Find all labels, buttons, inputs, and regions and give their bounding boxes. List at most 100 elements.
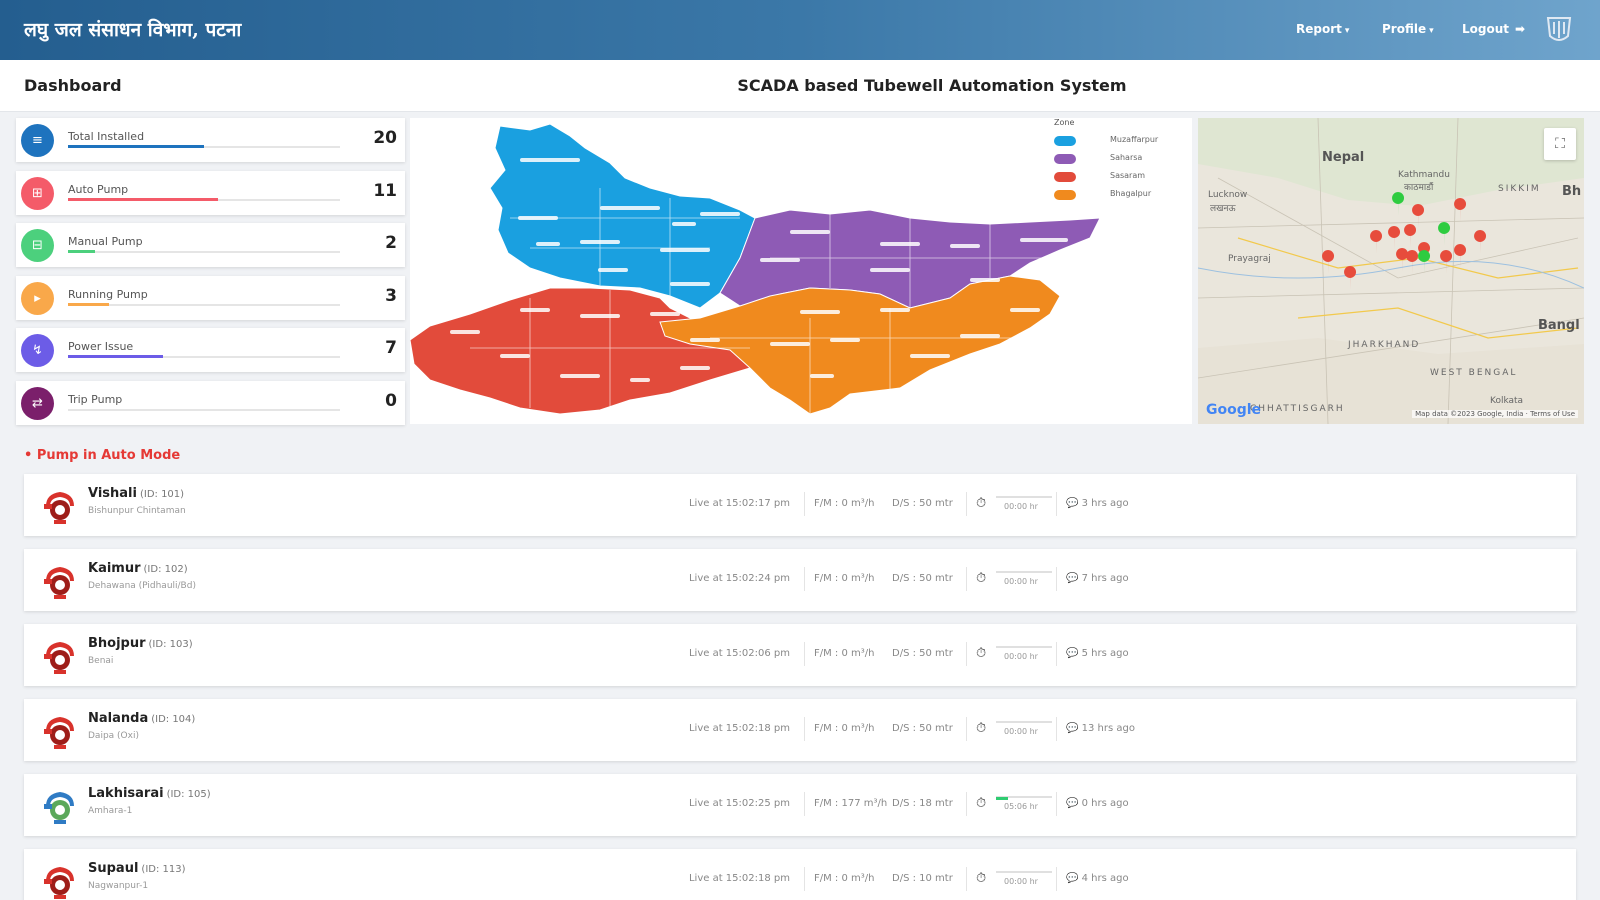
zone-region-bhagalpur[interactable]: [659, 275, 1061, 415]
clock-icon: ⏱: [976, 496, 987, 511]
last-update-text: 7 hrs ago: [1081, 573, 1129, 584]
pump-name[interactable]: Kaimur (ID: 102): [88, 561, 188, 576]
map-pin[interactable]: [1396, 248, 1409, 272]
department-title: लघु जल संसाधन विभाग, पटना: [24, 19, 242, 41]
pump-status-icon: [40, 711, 80, 751]
runtime-track: [996, 871, 1052, 873]
pump-flow: F/M : 0 m³/h: [814, 723, 875, 734]
pump-status-icon: [40, 636, 80, 676]
map-pin[interactable]: [1454, 244, 1467, 268]
google-map[interactable]: Nepal Kathmandu काठमाडौं Lucknow लखनऊ Pr…: [1198, 118, 1584, 424]
pump-name-text: Vishali: [88, 486, 137, 501]
pump-location: Daipa (Oxi): [88, 731, 139, 741]
map-pin[interactable]: [1440, 250, 1453, 274]
legend-dot: [1054, 172, 1076, 182]
pump-name[interactable]: Lakhisarai (ID: 105): [88, 786, 211, 801]
stat-card-manual-pump[interactable]: ⊟ Manual Pump 2: [16, 223, 405, 268]
list-icon: ≡: [21, 124, 54, 157]
stat-card-power-issue[interactable]: ↯ Power Issue 7: [16, 328, 405, 373]
divider: [1056, 792, 1057, 816]
pump-runtime: 00:00 hr: [996, 494, 1052, 516]
pump-name-text: Nalanda: [88, 711, 149, 726]
map-label: काठमाडौं: [1404, 183, 1434, 193]
divider: [966, 642, 967, 666]
pump-row[interactable]: Supaul (ID: 113) Nagwanpur-1 Live at 15:02:…: [24, 849, 1576, 900]
map-pin[interactable]: [1344, 266, 1357, 290]
pump-row[interactable]: Kaimur (ID: 102) Dehawana (Pidhauli/Bd) Liv…: [24, 549, 1576, 611]
logout-button[interactable]: Logout ➡: [1462, 22, 1525, 36]
stat-value: 20: [373, 128, 397, 148]
pump-discharge: D/S : 50 mtr: [892, 573, 953, 584]
page-title-bar: Dashboard SCADA based Tubewell Automatio…: [0, 60, 1600, 112]
map-pin[interactable]: [1388, 226, 1401, 250]
map-pin[interactable]: [1454, 198, 1467, 222]
map-label: Kathmandu: [1398, 170, 1450, 180]
pump-row[interactable]: Bhojpur (ID: 103) Benai Live at 15:02:06 pm…: [24, 624, 1576, 686]
map-label: Lucknow: [1208, 190, 1248, 200]
pump-runtime: 00:00 hr: [996, 719, 1052, 741]
legend-label: Bhagalpur: [1110, 189, 1152, 198]
map-terms-link[interactable]: Map data ©2023 Google, India · Terms of …: [1412, 410, 1578, 418]
pump-last-update: 💬 0 hrs ago: [1066, 798, 1129, 809]
map-label: WEST BENGAL: [1430, 368, 1518, 378]
stat-value: 3: [385, 285, 397, 306]
comment-icon: 💬: [1066, 798, 1079, 809]
map-pin[interactable]: [1322, 250, 1335, 274]
map-pin[interactable]: [1370, 230, 1383, 254]
pump-id: (ID: 102): [143, 564, 188, 575]
map-label: लखनऊ: [1210, 204, 1236, 214]
stat-card-auto-pump[interactable]: ⊞ Auto Pump 11: [16, 170, 405, 215]
pump-runtime: 05:06 hr: [996, 794, 1052, 816]
pump-name[interactable]: Bhojpur (ID: 103): [88, 636, 193, 651]
legend-dot: [1054, 136, 1076, 146]
pump-discharge: D/S : 18 mtr: [892, 798, 953, 809]
runtime-track: [996, 721, 1052, 723]
map-label: CHHATTISGARH: [1250, 404, 1345, 414]
map-pin[interactable]: [1474, 230, 1487, 254]
pump-discharge: D/S : 10 mtr: [892, 873, 953, 884]
pump-name-text: Lakhisarai: [88, 786, 164, 801]
pump-live-time: Live at 15:02:06 pm: [688, 648, 790, 659]
zone-map-panel: [409, 118, 1192, 424]
profile-menu-label: Profile: [1382, 22, 1427, 36]
profile-menu[interactable]: Profile ▾: [1382, 22, 1434, 36]
map-pin[interactable]: [1412, 204, 1425, 228]
divider: [804, 867, 805, 891]
chevron-down-icon: ▾: [1429, 26, 1434, 36]
map-pin[interactable]: [1418, 250, 1431, 274]
legend-item: Sasaram: [1050, 170, 1200, 184]
pump-name[interactable]: Nalanda (ID: 104): [88, 711, 195, 726]
last-update-text: 3 hrs ago: [1081, 498, 1129, 509]
map-pin[interactable]: [1404, 224, 1417, 248]
stat-progress-track: [68, 355, 340, 359]
pump-row[interactable]: Lakhisarai (ID: 105) Amhara-1 Live at 15:02…: [24, 774, 1576, 836]
map-pin[interactable]: [1406, 250, 1419, 274]
stat-card-running-pump[interactable]: ▸ Running Pump 3: [16, 275, 405, 320]
map-pin[interactable]: [1438, 222, 1451, 246]
legend-zone-header: Zone: [1054, 118, 1075, 127]
pump-row[interactable]: Nalanda (ID: 104) Daipa (Oxi) Live at 15:02…: [24, 699, 1576, 761]
pump-name[interactable]: Vishali (ID: 101): [88, 486, 184, 501]
clock-icon: ⏱: [976, 571, 987, 586]
map-label: Nepal: [1322, 150, 1365, 165]
clock-icon: ⏱: [976, 646, 987, 661]
stat-card-trip-pump[interactable]: ⇄ Trip Pump 0: [16, 380, 405, 425]
comment-icon: 💬: [1066, 723, 1079, 734]
fullscreen-icon[interactable]: ⛶: [1544, 128, 1576, 160]
stat-label: Trip Pump: [68, 392, 123, 406]
map-background: [1198, 118, 1584, 424]
pump-row[interactable]: Vishali (ID: 101) Bishunpur Chintaman Live …: [24, 474, 1576, 536]
pump-live-time: Live at 15:02:18 pm: [688, 723, 790, 734]
hand-icon: ⊟: [21, 229, 54, 263]
runtime-track: [996, 496, 1052, 498]
pump-name[interactable]: Supaul (ID: 113): [88, 861, 186, 876]
last-update-text: 4 hrs ago: [1081, 873, 1129, 884]
stat-progress-fill: [68, 302, 109, 306]
report-menu[interactable]: Report ▾: [1296, 22, 1349, 36]
last-update-text: 5 hrs ago: [1081, 648, 1129, 659]
zone-region-sasaram[interactable]: [409, 287, 761, 415]
map-pin[interactable]: [1392, 192, 1405, 216]
stat-card-total-installed[interactable]: ≡ Total Installed 20: [16, 118, 405, 162]
comment-icon: 💬: [1066, 573, 1079, 584]
stat-label: Total Installed: [68, 130, 145, 143]
